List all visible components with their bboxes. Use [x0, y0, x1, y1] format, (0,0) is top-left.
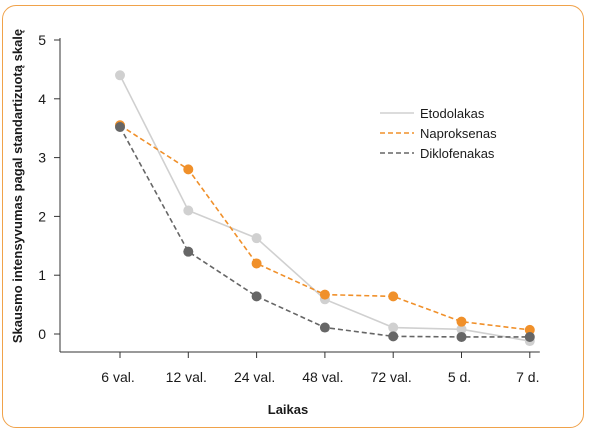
y-tick-label: 5 — [38, 32, 46, 48]
x-tick-label: 5 d. — [448, 369, 471, 385]
y-tick-label: 4 — [38, 91, 46, 107]
y-axis-title: Skausmo intensyvumas pagal standartizuot… — [10, 29, 25, 343]
legend-label: Diklofenakas — [420, 146, 495, 161]
data-point — [388, 291, 399, 302]
data-point — [183, 205, 194, 216]
data-point — [183, 164, 194, 175]
data-point — [388, 331, 399, 342]
data-point — [524, 331, 535, 342]
data-point — [456, 331, 467, 342]
data-point — [115, 70, 125, 81]
x-tick-label: 24 val. — [234, 369, 275, 385]
data-point — [319, 322, 330, 333]
x-tick-label: 12 val. — [166, 369, 207, 385]
chart-frame — [2, 5, 584, 428]
x-tick-label: 48 val. — [302, 369, 343, 385]
y-tick-label: 3 — [38, 150, 46, 166]
data-point — [183, 246, 194, 257]
y-tick-label: 2 — [38, 208, 46, 224]
data-point — [251, 258, 262, 269]
data-point — [388, 322, 399, 333]
y-tick-label: 0 — [38, 326, 46, 342]
x-tick-label: 6 val. — [101, 369, 134, 385]
data-point — [456, 324, 467, 335]
x-tick-label: 72 val. — [371, 369, 412, 385]
data-point — [115, 122, 125, 133]
legend-label: Etodolakas — [420, 106, 485, 121]
data-point — [251, 291, 262, 302]
legend-label: Naproksenas — [420, 126, 497, 141]
y-tick-label: 1 — [38, 267, 46, 283]
x-axis-title: Laikas — [268, 402, 308, 417]
data-point — [251, 233, 262, 244]
data-point — [319, 289, 330, 300]
data-point — [524, 324, 535, 335]
data-point — [456, 316, 467, 327]
x-tick-label: 7 d. — [516, 369, 539, 385]
